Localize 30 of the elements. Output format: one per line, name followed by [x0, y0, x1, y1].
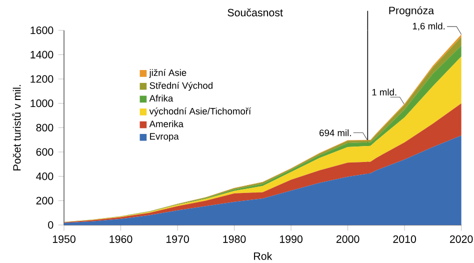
- y-tick-label: 1600: [30, 26, 54, 34]
- x-tick-label: 1950: [52, 235, 76, 243]
- text: Současnost: [228, 8, 283, 16]
- annotation: 1 mld.: [372, 88, 396, 96]
- x-tick-label: 1960: [110, 235, 132, 243]
- x-tick-label: 1990: [280, 235, 302, 243]
- y-tick-label: 1000: [30, 100, 54, 108]
- y-tick-label: 400: [36, 172, 54, 180]
- x-tick-label: 1970: [166, 235, 189, 243]
- y-tick-label: 200: [36, 196, 54, 204]
- x-tick-label: 1980: [223, 235, 246, 243]
- legend-label: východní Asie/Tichomoří: [149, 108, 252, 116]
- y-tick-label: 1200: [30, 75, 54, 83]
- x-tick-label: 2020: [450, 235, 473, 243]
- text: Prognóza: [389, 6, 434, 16]
- y-tick-label: 600: [36, 148, 54, 156]
- annotation: 1,6 mld.: [412, 22, 445, 31]
- x-axis-title: Rok: [254, 252, 272, 260]
- legend-label: Evropa: [150, 133, 179, 142]
- annotation: 694 mil.: [320, 129, 351, 136]
- x-tick-label: 2000: [336, 235, 360, 243]
- legend-label: Střední Východ: [150, 82, 212, 91]
- y-tick-label: 1400: [30, 50, 54, 58]
- y-axis-title: Počet turistů v mil.: [12, 85, 21, 170]
- x-tick-label: 2010: [393, 235, 416, 243]
- legend-label: Afrika: [149, 94, 174, 102]
- y-tick-label: 0: [48, 221, 54, 229]
- legend-label: Amerika: [149, 120, 184, 128]
- legend-label: jižní Asie: [149, 69, 186, 78]
- y-tick-label: 800: [36, 124, 54, 132]
